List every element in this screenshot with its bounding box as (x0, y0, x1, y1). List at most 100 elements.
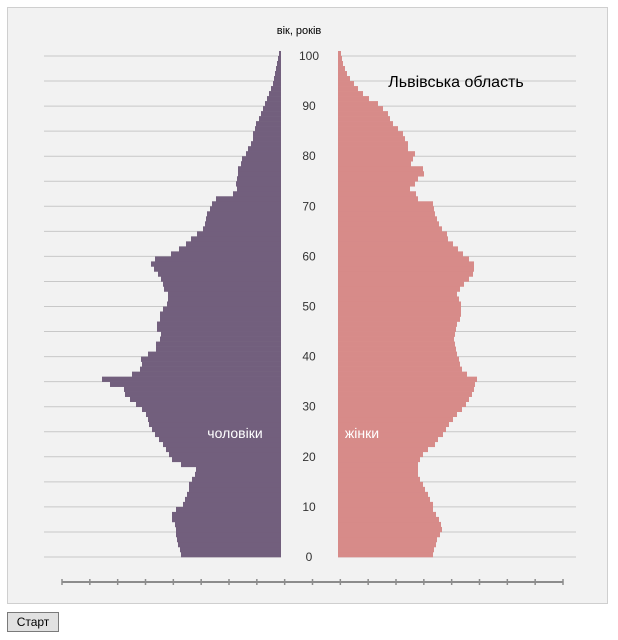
male-bar (140, 366, 281, 372)
x-axis (61, 579, 564, 585)
female-bar (338, 211, 435, 217)
male-bar (160, 316, 281, 322)
male-bar (261, 111, 281, 117)
female-bar (338, 431, 443, 438)
male-bar (166, 446, 281, 453)
female-bar (338, 371, 467, 377)
male-bar (177, 536, 281, 543)
male-bar (136, 401, 281, 407)
female-bar (338, 221, 439, 227)
male-bar (154, 266, 281, 272)
female-bar (338, 111, 388, 117)
female-bar (338, 126, 398, 132)
male-bar (278, 56, 281, 62)
female-bar (338, 261, 474, 267)
age-tick-label: 90 (302, 99, 316, 113)
male-bar (158, 271, 281, 277)
male-bar (142, 361, 281, 367)
female-bar (338, 501, 433, 508)
female-bar (338, 411, 457, 418)
female-bar (338, 331, 455, 337)
start-button[interactable]: Старт (7, 612, 59, 632)
female-bar (338, 421, 449, 428)
chart-panel: 0 10 20 30 40 50 60 70 80 90 100 вік, років Львівс… (7, 7, 608, 604)
age-tick-label: 100 (299, 49, 319, 63)
female-bar (338, 326, 456, 332)
male-bar (175, 521, 281, 528)
male-bar (176, 531, 281, 538)
female-bar (338, 321, 457, 327)
male-bar (132, 371, 281, 377)
female-bar (338, 401, 466, 407)
male-bar (163, 306, 281, 312)
female-bar (338, 536, 437, 543)
female-bar (338, 526, 442, 533)
female-bar (338, 76, 350, 82)
male-bar (172, 511, 281, 518)
male-bar (163, 441, 281, 448)
female-bar (338, 306, 461, 312)
male-bar (141, 356, 281, 362)
female-bar (338, 296, 459, 302)
male-bar (125, 391, 281, 397)
y-axis-label: вік, років (277, 25, 322, 37)
female-bar (338, 141, 408, 147)
male-bar (203, 226, 281, 232)
male-bar (186, 241, 281, 247)
male-bar (195, 471, 281, 478)
female-bar (338, 81, 354, 87)
male-bar (181, 461, 281, 468)
female-bar (338, 176, 418, 182)
male-bar (212, 201, 281, 207)
male-bar (130, 396, 281, 402)
male-bar (259, 116, 281, 122)
male-bar (179, 246, 281, 252)
female-bar (338, 516, 439, 523)
female-bar (338, 316, 460, 322)
male-bar (148, 351, 281, 357)
female-bar (338, 511, 436, 518)
female-bar (338, 486, 425, 493)
male-bar (269, 91, 281, 97)
male-bar (276, 66, 281, 72)
female-bar (338, 521, 441, 528)
male-bars (102, 50, 281, 558)
female-series-label: жінки (345, 425, 379, 441)
female-bar (338, 351, 457, 357)
female-bar (338, 216, 437, 222)
female-bar (338, 336, 454, 342)
female-bar (338, 436, 438, 443)
male-bar (167, 301, 281, 307)
female-bar (338, 286, 460, 292)
male-bar (241, 161, 281, 167)
female-bar (338, 96, 369, 102)
male-bar (271, 86, 281, 92)
male-bar (189, 481, 281, 488)
age-tick-label: 60 (302, 249, 316, 263)
female-bar (338, 341, 455, 347)
male-bar (196, 466, 281, 473)
male-bar (216, 196, 281, 202)
female-bar (338, 66, 345, 72)
female-bar (338, 506, 433, 513)
female-bar (338, 256, 469, 262)
male-bar (192, 476, 281, 483)
male-bar (183, 501, 281, 508)
male-bar (263, 106, 281, 112)
female-bar (338, 551, 433, 558)
male-bar (191, 236, 281, 242)
female-bar (338, 466, 418, 473)
age-tick-labels: 0 10 20 30 40 50 60 70 80 90 100 (299, 49, 319, 564)
male-bar (171, 251, 281, 257)
female-bar (338, 271, 473, 277)
female-bar (338, 86, 358, 92)
female-bar (338, 386, 474, 392)
male-bar (242, 156, 281, 162)
male-bar (151, 261, 281, 267)
chart-title: Львівська область (388, 74, 523, 91)
male-bar (238, 166, 281, 172)
age-tick-label: 10 (302, 500, 316, 514)
male-bar (142, 406, 281, 413)
male-bar (237, 176, 281, 182)
male-bar (124, 386, 281, 392)
